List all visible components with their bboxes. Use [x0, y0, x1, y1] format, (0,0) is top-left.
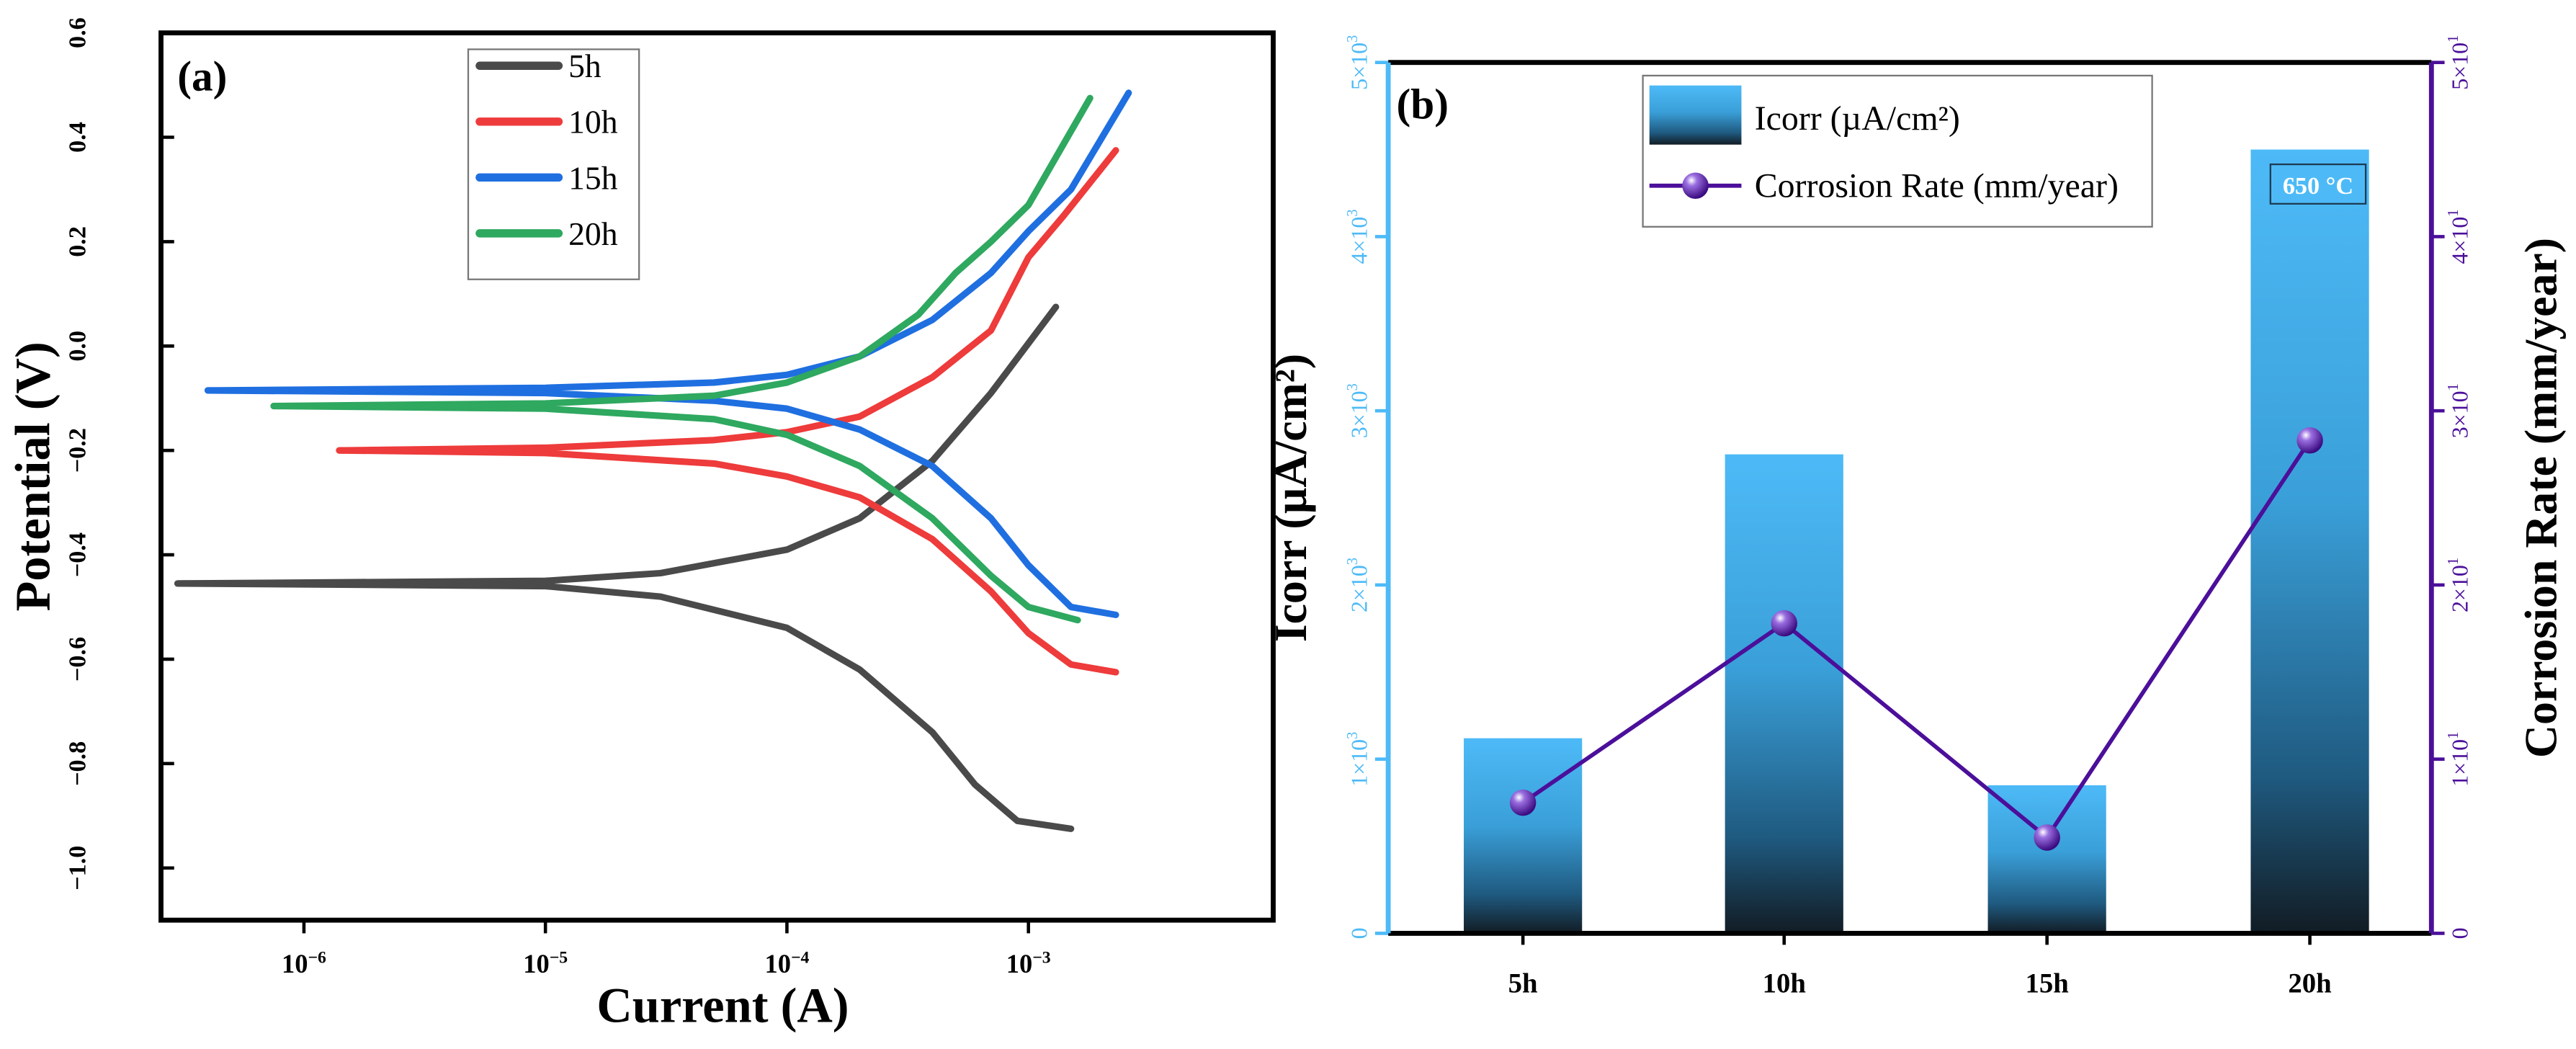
- temperature-annotation: 650 °C: [2283, 173, 2353, 200]
- left-y-tick-label: 3×103: [1345, 383, 1372, 438]
- right-y-tick-label: 4×101: [2446, 209, 2473, 264]
- legend-box: [467, 48, 640, 280]
- y-tick-label: −0.8: [65, 741, 91, 786]
- x-tick-label: 10−5: [523, 948, 568, 978]
- left-y-axis-title: Icorr (µA/cm²): [1265, 354, 1316, 642]
- temperature-annotation-box: [2269, 163, 2367, 205]
- corrosion-rate-point-10h: [1771, 610, 1797, 637]
- corrosion-rate-point-5h: [1509, 789, 1537, 816]
- right-y-tick-label: 3×101: [2446, 383, 2473, 438]
- y-tick-label: 0.0: [65, 331, 91, 362]
- y-tick-label: −0.2: [65, 428, 91, 473]
- left-y-tick-label: 0: [1346, 927, 1372, 939]
- series-20h-cathodic-line: [270, 403, 1081, 624]
- panel-label-a: (a): [177, 52, 227, 99]
- legend-swatch-icorr: [1649, 85, 1742, 145]
- corrosion-rate-point-20h: [2297, 427, 2323, 454]
- x-tick-label: 10−4: [764, 948, 809, 978]
- legend-a: 5h 10h 15h 20h: [467, 48, 640, 280]
- series-5h-cathodic-line: [174, 580, 1075, 832]
- panel-label-b: (b): [1397, 80, 1449, 128]
- right-y-tick-label: 0: [2447, 927, 2472, 939]
- corrosion-rate-line: [1521, 439, 2312, 841]
- right-y-tick-label: 2×101: [2446, 558, 2473, 612]
- y-tick-label: 0.4: [65, 122, 91, 153]
- series-5h-anodic-line: [174, 303, 1060, 587]
- y-tick-label: 0.2: [65, 226, 91, 257]
- y-tick-label: 0.6: [65, 17, 91, 48]
- legend-label-corrosion-rate: Corrosion Rate (mm/year): [1755, 167, 2119, 205]
- series-10h-cathodic-line: [336, 447, 1119, 676]
- x-axis-title: Current (A): [596, 978, 849, 1033]
- right-y-axis-title: Corrosion Rate (mm/year): [2515, 238, 2567, 758]
- legend-label-20h: 20h: [568, 215, 618, 252]
- bar-5h: [1464, 738, 1583, 934]
- series-20h-anodic-line: [270, 94, 1094, 410]
- bar-15h: [1987, 785, 2106, 934]
- bar-20h: [2250, 149, 2369, 934]
- x-tick-label: 10−3: [1006, 948, 1051, 978]
- y-tick-label: −0.4: [65, 532, 91, 577]
- x-tick-label: 10−6: [282, 948, 326, 978]
- plot-frame-a: [158, 30, 1276, 923]
- legend-label-15h: 15h: [568, 159, 618, 196]
- series-10h-anodic-line: [336, 147, 1119, 454]
- left-y-tick-label: 2×103: [1345, 558, 1372, 612]
- legend-b: Icorr (µA/cm²) Corrosion Rate (mm/year): [1642, 74, 2153, 228]
- series-15h-anodic-line: [204, 89, 1132, 394]
- left-y-tick-label: 4×103: [1345, 209, 1372, 264]
- left-y-tick-label: 5×103: [1345, 35, 1372, 90]
- x-tick-label-15h: 15h: [2025, 968, 2068, 999]
- y-axis-title: Potential (V): [5, 342, 60, 611]
- legend-label-icorr: Icorr (µA/cm²): [1755, 99, 1960, 138]
- x-tick-label-5h: 5h: [1508, 968, 1538, 999]
- corrosion-rate-point-15h: [2034, 824, 2060, 851]
- y-tick-label: −1.0: [65, 846, 91, 890]
- panel-b-icorr-bar-chart: 0 1×103 2×103 3×103 4×103 5×103 0 1×101 2×101 3×1…: [1265, 35, 2567, 999]
- right-y-tick-label: 5×101: [2446, 35, 2473, 90]
- right-y-tick-label: 1×101: [2446, 732, 2473, 787]
- legend-label-10h: 10h: [568, 104, 618, 140]
- left-y-tick-label: 1×103: [1345, 732, 1372, 787]
- legend-label-5h: 5h: [568, 48, 601, 84]
- x-tick-label-10h: 10h: [1763, 968, 1806, 999]
- x-tick-label-20h: 20h: [2288, 968, 2331, 999]
- bar-10h: [1725, 454, 1843, 934]
- legend-swatch-rate-marker: [1682, 172, 1709, 199]
- y-tick-label: −0.6: [65, 637, 91, 682]
- panel-a-polarization-chart: 0.6 0.4 0.2 0.0 −0.2 −0.4 −0.6 −0.8 −1.0 10−6 10−5…: [5, 17, 1276, 1033]
